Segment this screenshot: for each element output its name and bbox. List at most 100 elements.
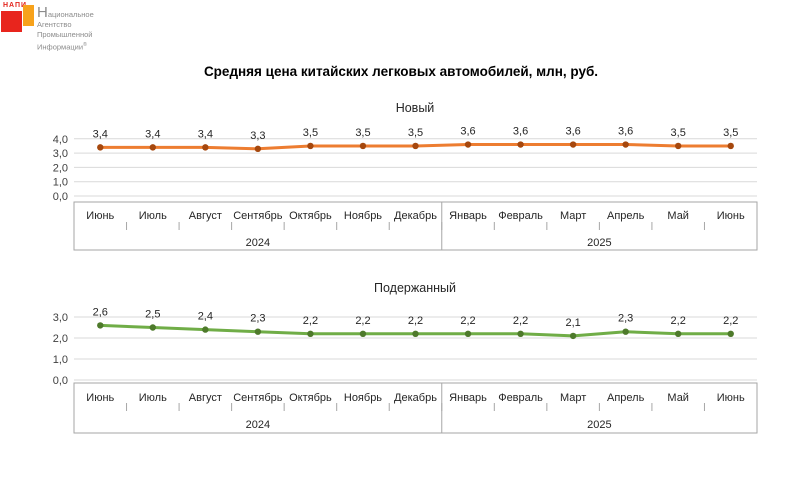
data-point-label: 3,5 [671, 127, 686, 139]
data-point-marker [727, 330, 734, 337]
data-point-label: 2,2 [408, 315, 423, 327]
month-label: Июнь [717, 210, 745, 222]
month-label: Ноябрь [344, 210, 382, 222]
data-point-label: 2,3 [618, 313, 633, 325]
data-point-label: 2,2 [460, 315, 475, 327]
data-point-marker [359, 142, 367, 150]
y-axis-tick-label: 2,0 [53, 333, 68, 345]
month-label: Декабрь [394, 392, 437, 404]
y-axis-tick-label: 2,0 [53, 162, 68, 174]
data-point-label: 2,3 [250, 313, 265, 325]
month-label: Сентябрь [233, 392, 283, 404]
used-cars-chart-title: Подержанный [374, 281, 456, 295]
data-point-label: 3,6 [513, 126, 528, 138]
data-point-marker [517, 330, 524, 337]
y-axis-tick-label: 0,0 [53, 375, 68, 387]
month-label: Июль [139, 392, 167, 404]
year-label: 2025 [587, 237, 611, 249]
month-label: Ноябрь [344, 392, 382, 404]
data-point-marker [412, 142, 419, 150]
data-point-marker [202, 326, 209, 333]
month-label: Март [560, 210, 586, 222]
data-point-marker [622, 328, 629, 335]
logo-line-4: Информации® [37, 42, 87, 52]
data-point-label: 2,2 [671, 315, 686, 327]
month-label: Май [667, 210, 689, 222]
logo-line-1: Национальное [37, 4, 94, 21]
month-label: Март [560, 392, 586, 404]
data-point-marker [464, 330, 472, 337]
data-point-marker [569, 141, 577, 148]
new-cars-chart-title: Новый [395, 101, 435, 115]
data-point-marker [674, 330, 682, 337]
data-point-label: 3,5 [303, 127, 318, 139]
data-point-label: 2,2 [513, 315, 528, 327]
data-point-marker [97, 144, 104, 151]
data-point-label: 3,3 [250, 130, 265, 142]
data-point-marker [254, 328, 262, 335]
logo-line-2: Агентство [37, 20, 72, 29]
data-point-label: 3,4 [145, 128, 160, 140]
data-point-label: 2,6 [93, 306, 108, 318]
data-point-marker [202, 144, 209, 151]
category-axis-box [73, 382, 758, 434]
data-point-label: 3,6 [618, 126, 633, 138]
data-point-marker [97, 322, 104, 329]
data-point-label: 3,5 [355, 127, 370, 139]
used-cars-chart: 0,0 1,0 2,0 3,0 2024 2025 Июнь Июль Август Сентяб… [53, 306, 758, 434]
month-label: Август [189, 392, 222, 404]
month-label: Май [667, 392, 689, 404]
data-point-marker [727, 142, 734, 150]
data-point-marker [569, 332, 577, 340]
data-point-marker [307, 142, 314, 150]
data-point-marker [517, 141, 524, 148]
y-axis-tick-label: 0,0 [53, 191, 68, 203]
category-axis-box [73, 201, 758, 251]
napi-logo: НАПИ Национальное Агентство Промышленной… [0, 0, 150, 58]
month-label: Июль [139, 210, 167, 222]
year-label: 2024 [246, 419, 270, 431]
y-axis-tick-label: 1,0 [53, 177, 68, 189]
napi-logo-red-square-icon [1, 11, 22, 32]
registered-mark: ® [83, 42, 87, 48]
month-label: Апрель [607, 210, 645, 222]
year-label: 2024 [246, 237, 270, 249]
y-axis-tick-label: 4,0 [53, 134, 68, 146]
logo-line-3: Промышленной [37, 30, 93, 39]
month-label: Октябрь [289, 210, 332, 222]
logo-initial: Н [37, 4, 48, 21]
month-label: Январь [449, 210, 487, 222]
data-point-label: 2,2 [355, 315, 370, 327]
y-axis-tick-label: 1,0 [53, 354, 68, 366]
data-point-label: 2,4 [198, 311, 213, 323]
napi-logo-orange-square-icon [23, 5, 34, 26]
data-point-label: 2,1 [565, 317, 580, 329]
data-point-marker [412, 330, 419, 337]
data-point-marker [254, 145, 262, 153]
new-cars-chart: 0,0 1,0 2,0 3,0 4,0 2024 2025 Июнь Июль Август Сен… [53, 126, 758, 251]
month-label: Октябрь [289, 392, 332, 404]
data-point-label: 3,6 [460, 126, 475, 138]
month-label: Июнь [86, 392, 114, 404]
data-point-label: 2,2 [723, 315, 738, 327]
data-point-marker [149, 144, 157, 151]
page-title: Средняя цена китайских легковых автомоби… [203, 64, 599, 79]
data-point-marker [307, 330, 314, 337]
y-axis-tick-label: 3,0 [53, 312, 68, 324]
month-label: Январь [449, 392, 487, 404]
data-point-marker [622, 141, 629, 148]
month-label: Сентябрь [233, 210, 283, 222]
data-point-label: 3,4 [93, 128, 108, 140]
data-point-label: 3,5 [723, 127, 738, 139]
data-point-label: 2,5 [145, 309, 160, 321]
data-point-label: 2,2 [303, 315, 318, 327]
month-label: Июнь [86, 210, 114, 222]
data-point-marker [359, 330, 367, 337]
napi-logo-text: Национальное Агентство Промышленной Инфо… [37, 4, 94, 53]
month-label: Апрель [607, 392, 645, 404]
month-label: Декабрь [394, 210, 437, 222]
month-label: Август [189, 210, 222, 222]
data-point-label: 3,6 [565, 126, 580, 138]
month-label: Февраль [498, 210, 543, 222]
